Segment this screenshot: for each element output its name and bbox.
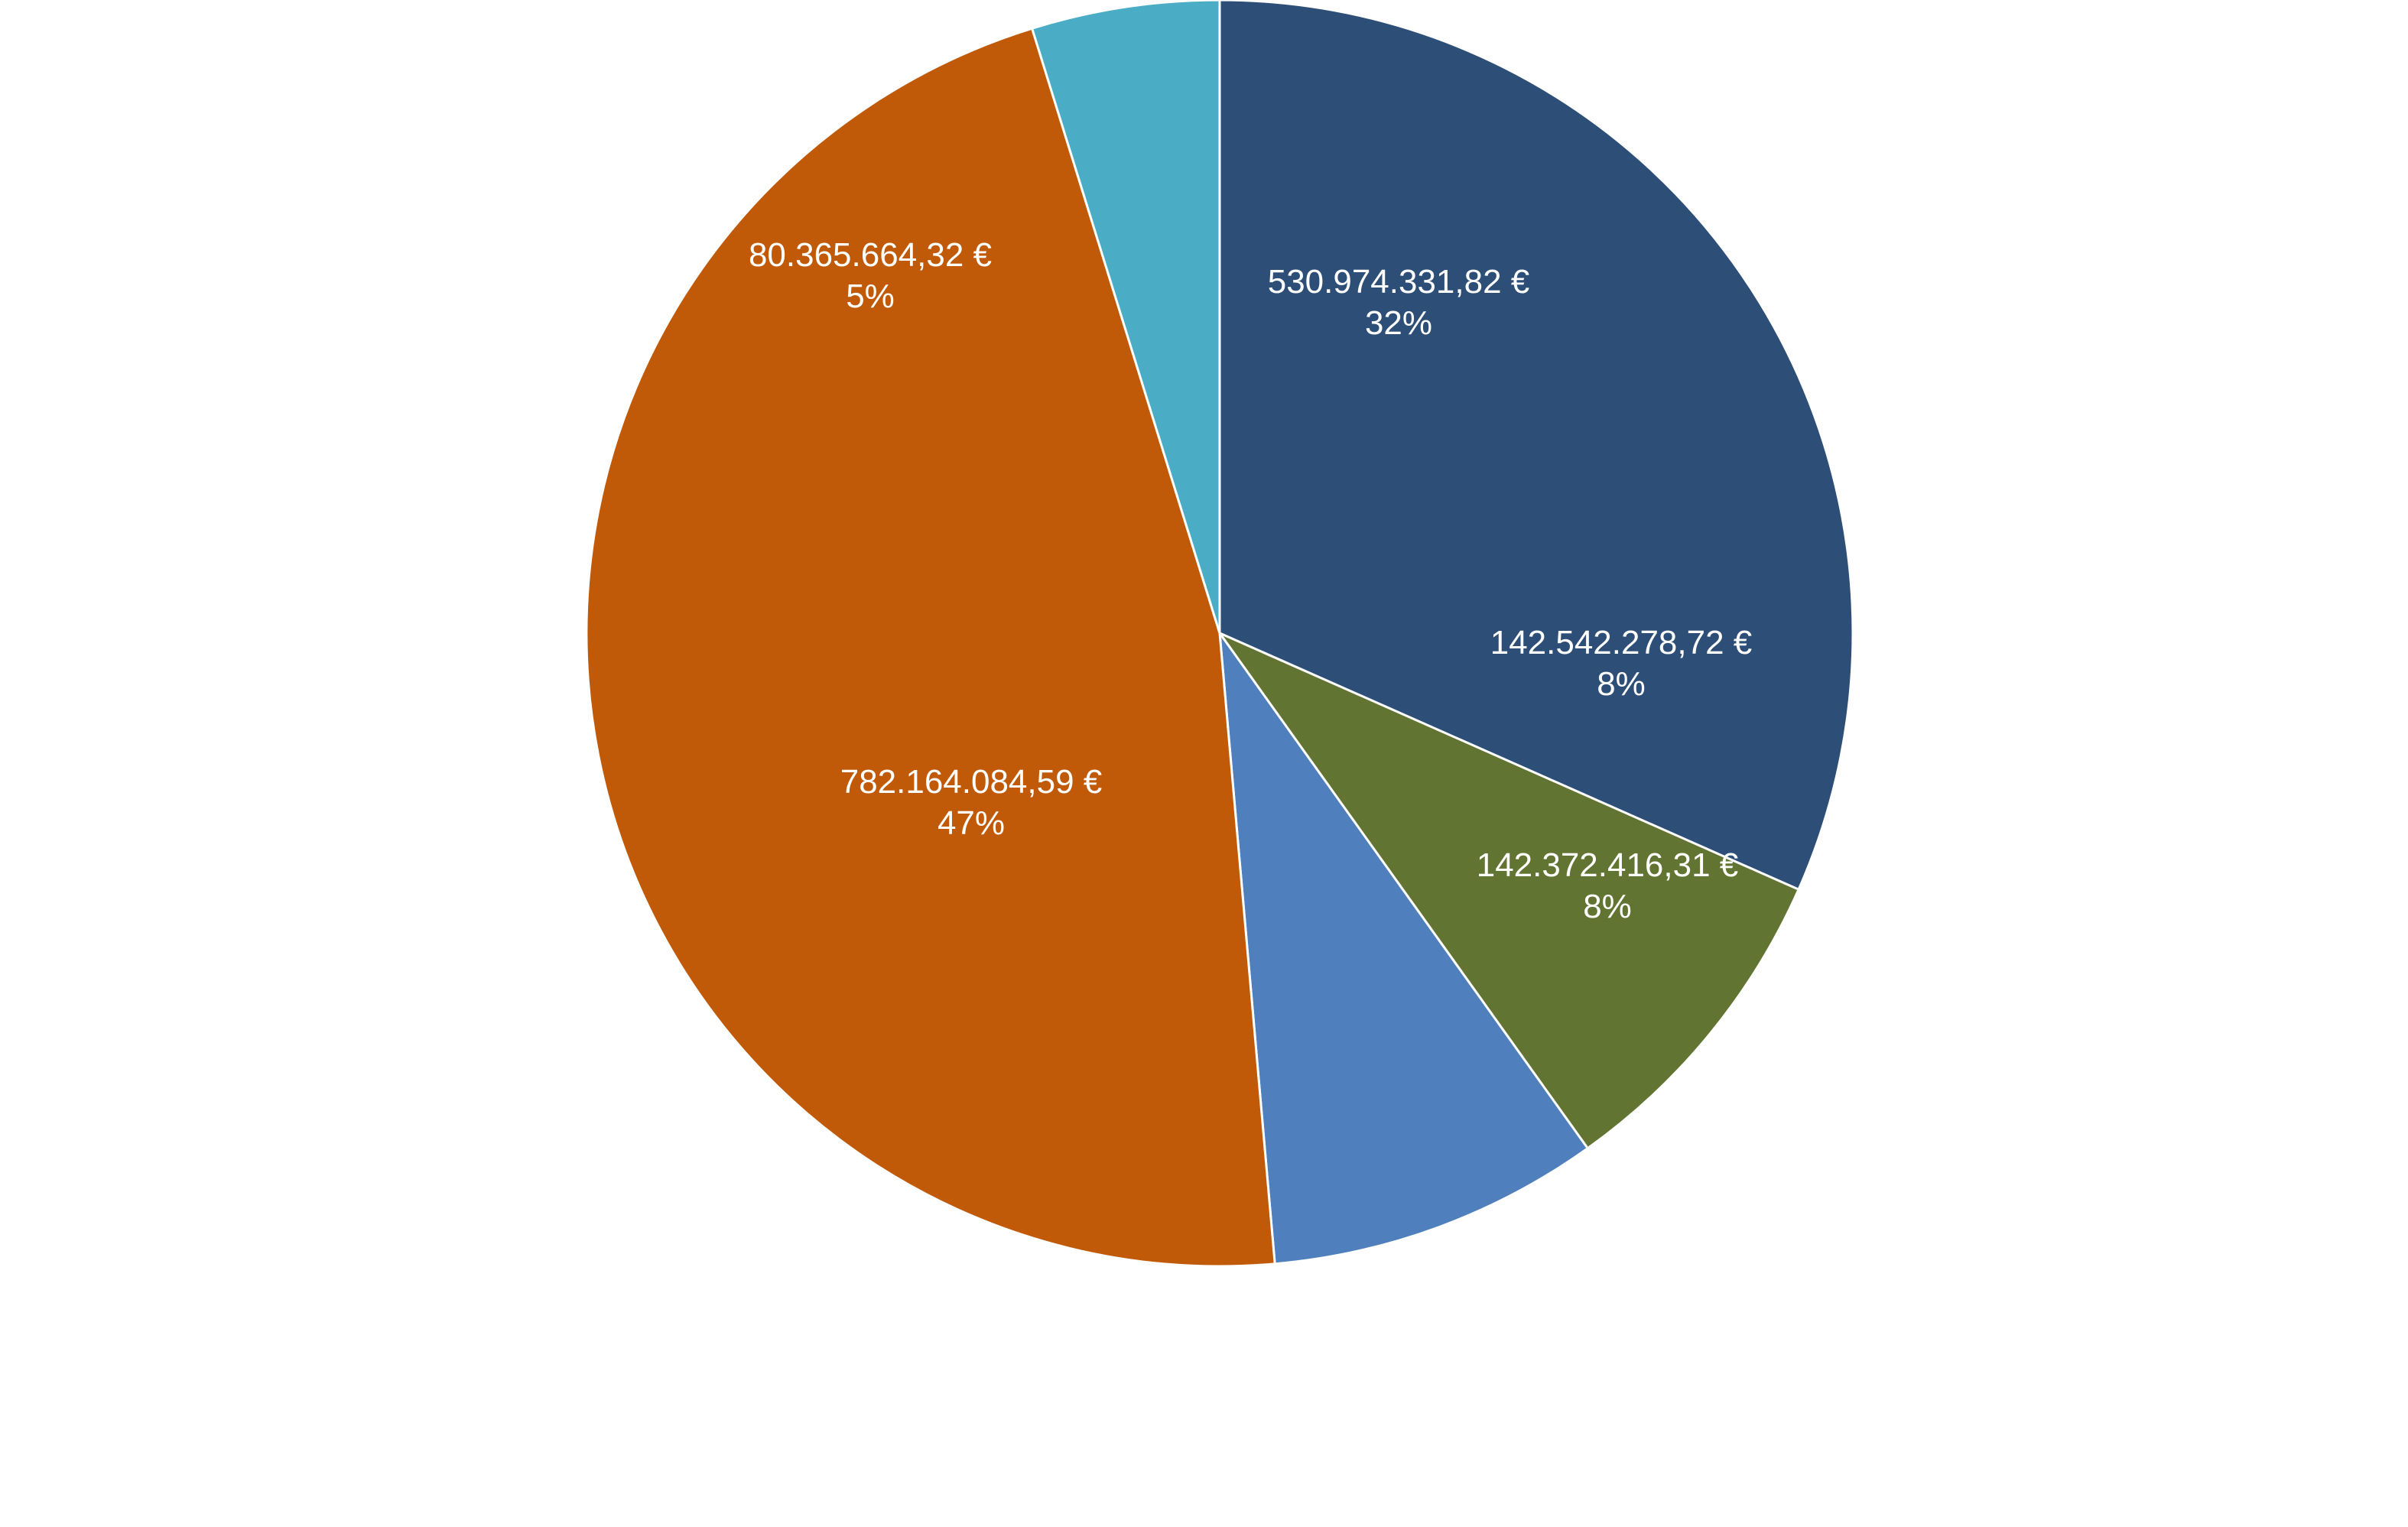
slice-percent-label-2: 8% — [1583, 888, 1632, 925]
slice-percent-label-3: 47% — [938, 804, 1005, 842]
slice-percent-label-0: 32% — [1365, 304, 1432, 342]
slice-percent-label-4: 5% — [846, 278, 895, 315]
slice-value-label-4: 80.365.664,32 € — [749, 236, 992, 274]
pie-slices — [585, 0, 1854, 1268]
slice-value-label-3: 782.164.084,59 € — [840, 763, 1103, 801]
pie-slice-2 — [1218, 632, 1589, 1265]
pie-slice-1 — [1218, 632, 1800, 1150]
pie-data-labels: 530.974.331,82 €32% 142.542.278,72 € 8% 142… — [749, 236, 1752, 925]
slice-value-label-2: 142.372.416,31 € — [1477, 846, 1739, 884]
slice-percent-label-1: 8% — [1597, 665, 1646, 703]
slice-value-label-1: 142.542.278,72 € — [1490, 624, 1753, 661]
pie-slice-4 — [1031, 0, 1221, 635]
pie-slice-3 — [585, 27, 1276, 1268]
slice-value-label-0: 530.974.331,82 € — [1268, 263, 1530, 301]
pie-slice-0 — [1218, 0, 1854, 891]
